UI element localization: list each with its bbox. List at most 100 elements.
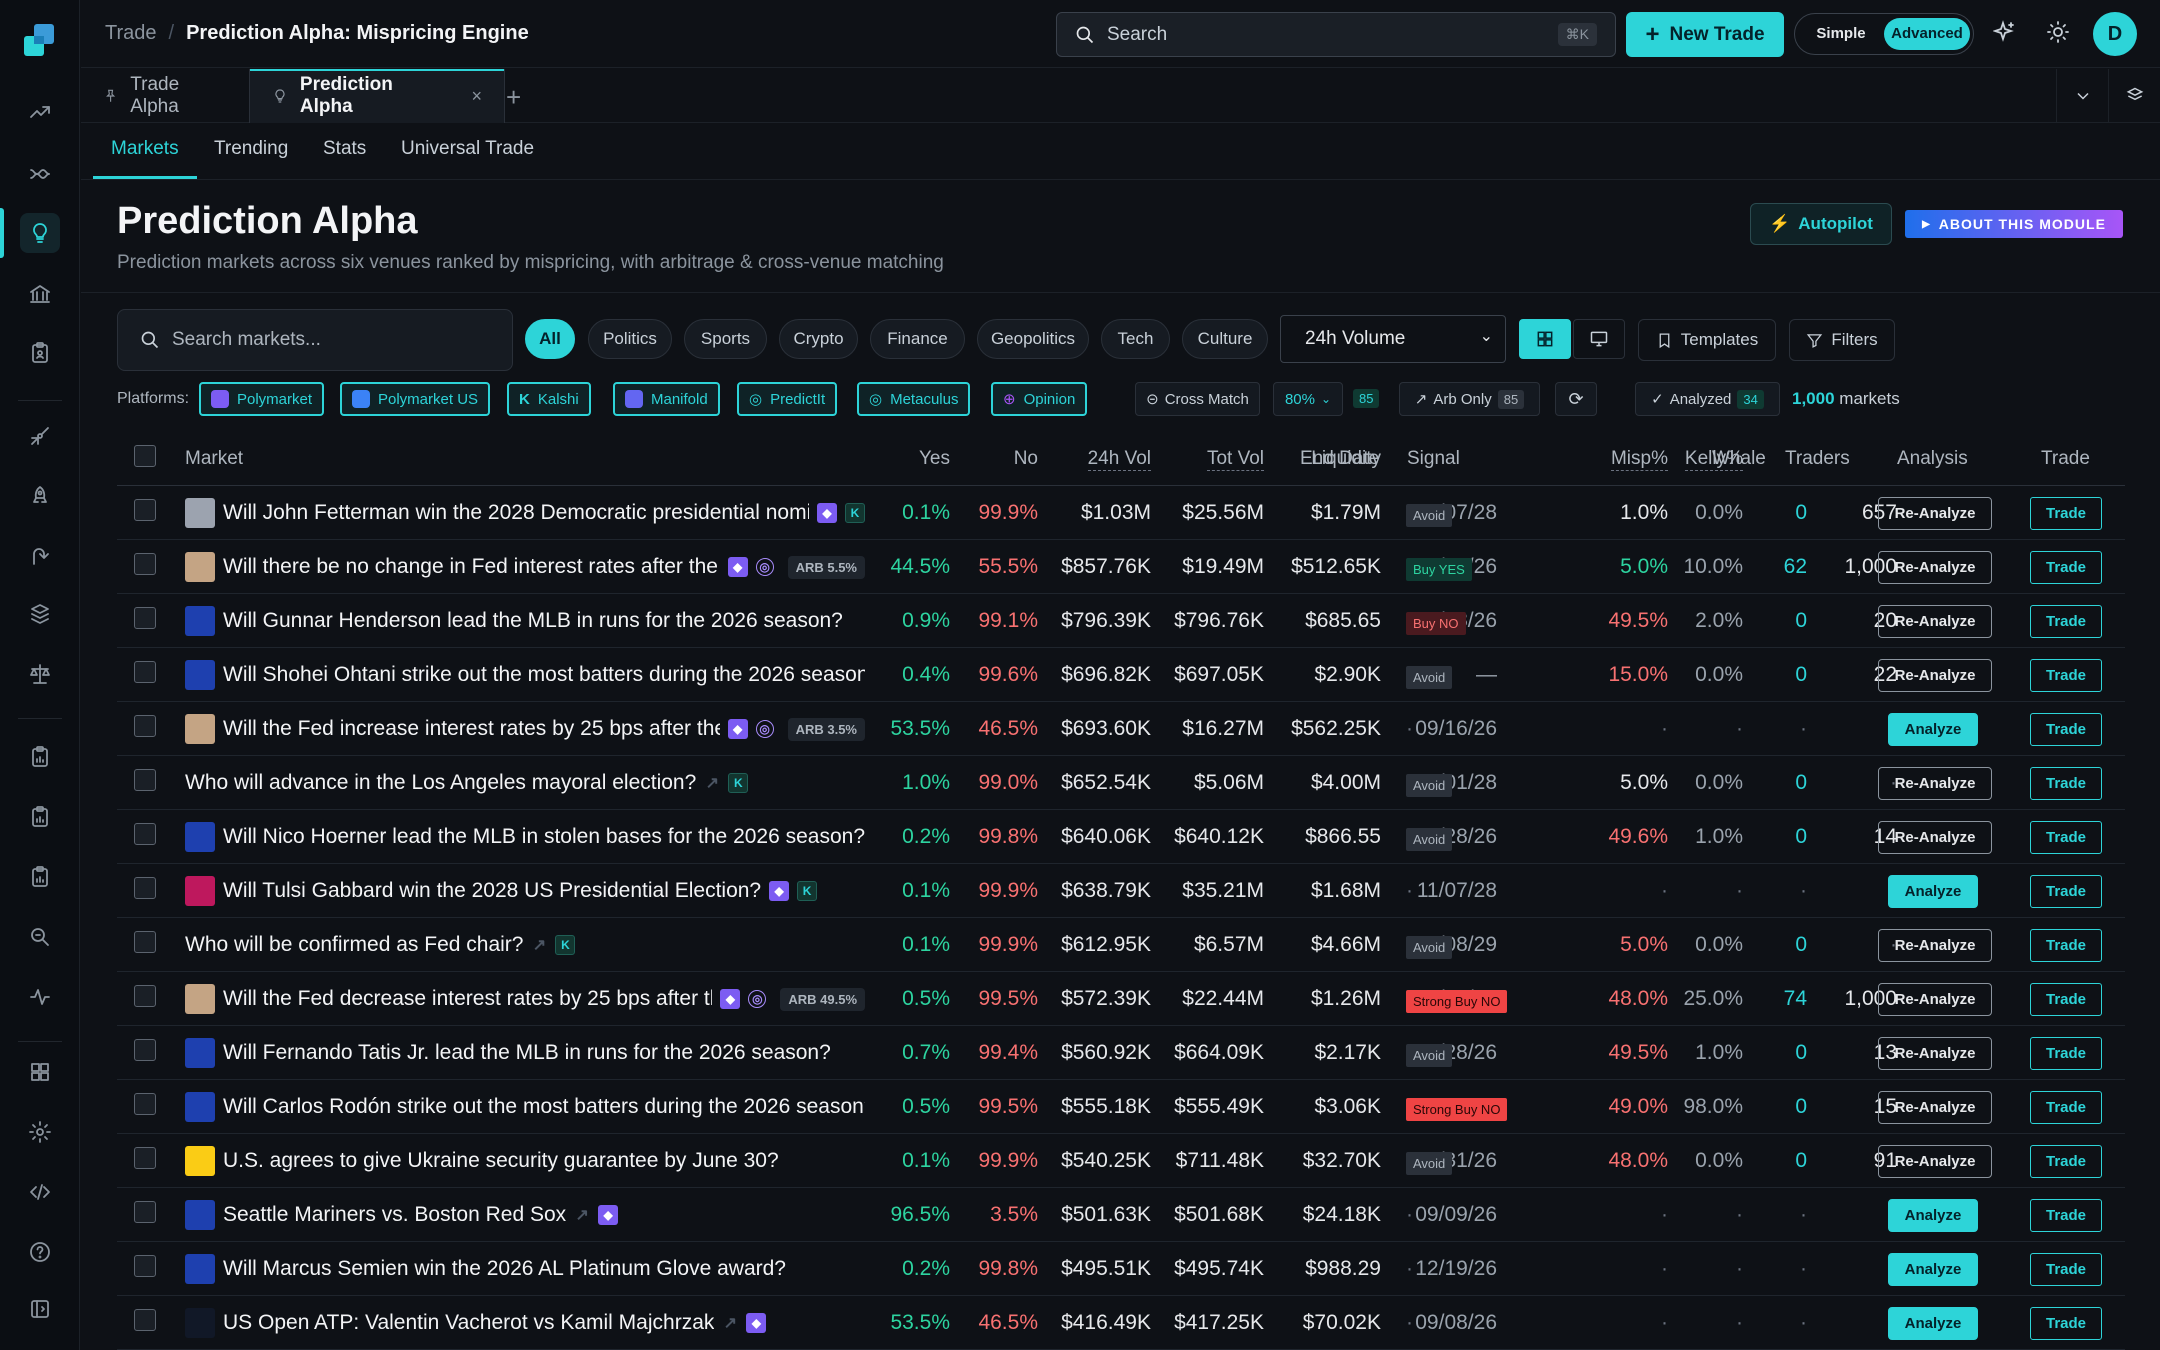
chevron-down-icon[interactable]: [2056, 69, 2108, 123]
kalshi-badge-icon[interactable]: K: [845, 503, 865, 523]
mode-simple-option[interactable]: Simple: [1816, 25, 1866, 42]
table-row[interactable]: Will the Fed increase interest rates by …: [117, 702, 2125, 756]
trade-button[interactable]: Trade: [2030, 767, 2102, 800]
help-nav-icon[interactable]: [20, 1232, 60, 1272]
analyze-button[interactable]: Analyze: [1888, 875, 1978, 908]
layers-icon[interactable]: [2108, 69, 2160, 123]
analyze-button[interactable]: Re-Analyze: [1878, 605, 1992, 638]
trade-button[interactable]: Trade: [2030, 1307, 2102, 1340]
wave-nav-icon[interactable]: [20, 154, 60, 194]
platform-chip-polymarket-us[interactable]: Polymarket US: [340, 382, 491, 416]
trade-button[interactable]: Trade: [2030, 875, 2102, 908]
polymarket-badge-icon[interactable]: ◆: [746, 1313, 767, 1333]
column-header-yes[interactable]: Yes: [919, 448, 950, 469]
market-question[interactable]: Who will advance in the Los Angeles mayo…: [185, 771, 697, 794]
market-question[interactable]: Will Carlos Rodón strike out the most ba…: [223, 1095, 865, 1118]
row-checkbox[interactable]: [134, 553, 156, 575]
report-nav-icon[interactable]: [20, 737, 60, 777]
platform-chip-kalshi[interactable]: K Kalshi: [507, 382, 591, 416]
analyze-button[interactable]: Analyze: [1888, 1199, 1978, 1232]
external-link-icon[interactable]: ↗: [575, 1207, 589, 1224]
market-question[interactable]: Will Shohei Ohtani strike out the most b…: [223, 663, 865, 686]
market-question[interactable]: Who will be confirmed as Fed chair?: [185, 933, 524, 956]
analyze-button[interactable]: Analyze: [1888, 1253, 1978, 1286]
trending-nav-icon[interactable]: [20, 92, 60, 132]
analyze-button[interactable]: Re-Analyze: [1878, 767, 1992, 800]
code-nav-icon[interactable]: [20, 1172, 60, 1212]
user-avatar[interactable]: D: [2093, 12, 2137, 56]
market-cell[interactable]: Will Gunnar Henderson lead the MLB in ru…: [185, 594, 865, 648]
market-question[interactable]: Will the Fed increase interest rates by …: [223, 717, 720, 740]
kalshi-badge-icon[interactable]: K: [555, 935, 576, 955]
activity-nav-icon[interactable]: [20, 977, 60, 1017]
market-question[interactable]: US Open ATP: Valentin Vacherot vs Kamil …: [223, 1311, 715, 1334]
market-cell[interactable]: Who will advance in the Los Angeles mayo…: [185, 756, 865, 810]
table-row[interactable]: Will Nico Hoerner lead the MLB in stolen…: [117, 810, 2125, 864]
external-link-icon[interactable]: ↗: [532, 937, 547, 954]
monitor-view-button[interactable]: [1573, 319, 1625, 359]
subnav-universal-trade[interactable]: Universal Trade: [401, 138, 535, 159]
row-checkbox[interactable]: [134, 1093, 156, 1115]
tab-prediction-alpha[interactable]: Prediction Alpha ×: [249, 69, 505, 123]
column-header-kelly[interactable]: Kelly%: [1684, 448, 1743, 471]
market-cell[interactable]: Will Nico Hoerner lead the MLB in stolen…: [185, 810, 865, 864]
sparkle-icon[interactable]: [1992, 20, 2021, 48]
market-cell[interactable]: Who will be confirmed as Fed chair? ↗ K: [185, 918, 865, 972]
templates-button[interactable]: Templates: [1638, 319, 1776, 361]
settings-nav-icon[interactable]: [20, 1112, 60, 1152]
external-link-icon[interactable]: ↗: [705, 775, 719, 792]
analyze-button[interactable]: Analyze: [1888, 1307, 1978, 1340]
market-question[interactable]: Seattle Mariners vs. Boston Red Sox: [223, 1203, 567, 1226]
column-header-misp[interactable]: Misp%: [1610, 448, 1668, 471]
select-all-checkbox[interactable]: [134, 445, 156, 467]
trade-button[interactable]: Trade: [2030, 1253, 2102, 1286]
category-chip-tech[interactable]: Tech: [1101, 319, 1170, 359]
rocket-nav-icon[interactable]: [20, 476, 60, 516]
column-header-trade[interactable]: Trade: [2041, 448, 2090, 469]
polymarket-badge-icon[interactable]: ◆: [769, 881, 790, 901]
mode-toggle[interactable]: Simple Advanced: [1794, 13, 1974, 55]
kalshi-badge-icon[interactable]: K: [797, 881, 818, 901]
analyze-button[interactable]: Re-Analyze: [1878, 1091, 1992, 1124]
report-nav-icon[interactable]: [20, 857, 60, 897]
market-cell[interactable]: Seattle Mariners vs. Boston Red Sox ↗ ◆: [185, 1188, 865, 1242]
category-chip-sports[interactable]: Sports: [684, 319, 767, 359]
scale-nav-icon[interactable]: [20, 654, 60, 694]
report-nav-icon[interactable]: [20, 797, 60, 837]
kalshi-badge-icon[interactable]: K: [728, 773, 749, 793]
row-checkbox[interactable]: [134, 499, 156, 521]
trade-button[interactable]: Trade: [2030, 605, 2102, 638]
platform-chip-polymarket[interactable]: Polymarket: [199, 382, 325, 416]
collapse-sidebar-icon[interactable]: [20, 1289, 60, 1329]
column-header-analysis[interactable]: Analysis: [1897, 448, 1968, 469]
zoom-search-nav-icon[interactable]: [20, 917, 60, 957]
column-header-no[interactable]: No: [1013, 448, 1038, 469]
category-chip-politics[interactable]: Politics: [588, 319, 672, 359]
platform-chip-predictit[interactable]: ◎ PredictIt: [737, 382, 838, 416]
row-checkbox[interactable]: [134, 715, 156, 737]
market-cell[interactable]: Will the Fed increase interest rates by …: [185, 702, 865, 756]
trade-button[interactable]: Trade: [2030, 1091, 2102, 1124]
trade-button[interactable]: Trade: [2030, 713, 2102, 746]
market-cell[interactable]: Will there be no change in Fed interest …: [185, 540, 865, 594]
table-row[interactable]: Will Tulsi Gabbard win the 2028 US Presi…: [117, 864, 2125, 918]
table-row[interactable]: Will John Fetterman win the 2028 Democra…: [117, 486, 2125, 540]
market-cell[interactable]: Will Fernando Tatis Jr. lead the MLB in …: [185, 1026, 865, 1080]
analyze-button[interactable]: Re-Analyze: [1878, 929, 1992, 962]
manifold-badge-icon[interactable]: ◎: [755, 720, 774, 738]
polymarket-badge-icon[interactable]: ◆: [817, 503, 837, 523]
table-row[interactable]: Will there be no change in Fed interest …: [117, 540, 2125, 594]
row-checkbox[interactable]: [134, 1201, 156, 1223]
market-cell[interactable]: Will Shohei Ohtani strike out the most b…: [185, 648, 865, 702]
table-row[interactable]: US Open ATP: Valentin Vacherot vs Kamil …: [117, 1296, 2125, 1350]
row-checkbox[interactable]: [134, 769, 156, 791]
table-row[interactable]: Who will be confirmed as Fed chair? ↗ K 0.1…: [117, 918, 2125, 972]
polymarket-badge-icon[interactable]: ◆: [727, 719, 748, 739]
polymarket-badge-icon[interactable]: ◆: [598, 1205, 619, 1225]
table-row[interactable]: Will Gunnar Henderson lead the MLB in ru…: [117, 594, 2125, 648]
app-logo[interactable]: [20, 22, 58, 60]
table-row[interactable]: Who will advance in the Los Angeles mayo…: [117, 756, 2125, 810]
column-header-tot-vol[interactable]: Tot Vol: [1206, 448, 1264, 471]
add-tab-button[interactable]: +: [506, 82, 522, 112]
about-module-button[interactable]: ▶ ABOUT THIS MODULE: [1905, 210, 2123, 238]
